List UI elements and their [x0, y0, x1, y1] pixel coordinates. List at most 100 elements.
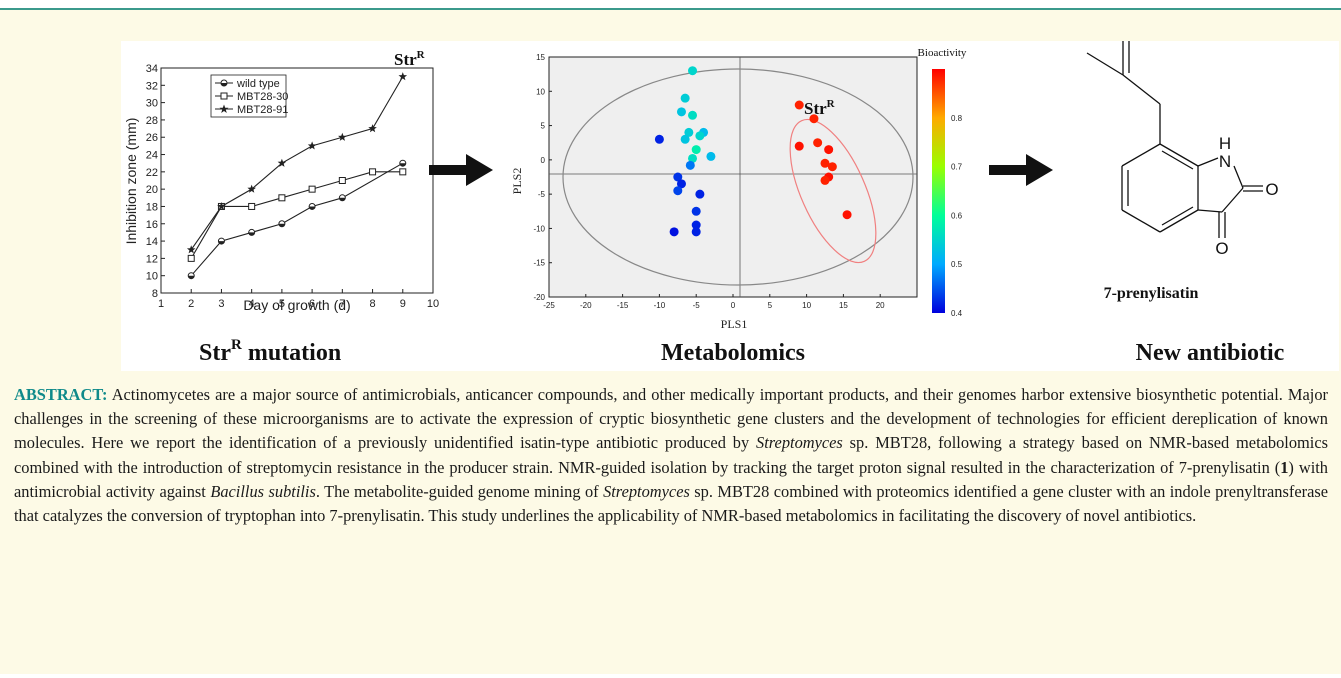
- pls-point: [691, 145, 701, 155]
- pls-point: [706, 151, 716, 161]
- chart-a-xtick-label: 3: [218, 298, 224, 310]
- 7-prenylisatin-structure: [1086, 41, 1263, 238]
- legend-label-mbt28-30: MBT28-30: [237, 91, 288, 103]
- colorbar-tick-label: 0.4: [951, 309, 963, 318]
- pls-point: [673, 172, 683, 182]
- pls-point: [813, 138, 823, 148]
- chart-b-ytick-label: 5: [541, 122, 546, 131]
- str-r-cluster-ellipse: [789, 118, 877, 264]
- abstract-text: ABSTRACT: Actinomycetes are a major sour…: [14, 383, 1328, 528]
- legend-label-wild-type: wild type: [236, 78, 280, 90]
- pls-point: [842, 210, 852, 220]
- abstract-i3: Streptomyces: [603, 481, 690, 501]
- caption-metabolomics: Metabolomics: [661, 340, 805, 366]
- pls-point: [680, 134, 690, 144]
- point-wild-type: [248, 228, 256, 236]
- point-mbt28-91: [368, 124, 377, 133]
- abstract-p5: sp. MBT28 combined with proteomics ident…: [14, 481, 1328, 526]
- pls-point: [688, 66, 698, 76]
- point-wild-type: [187, 272, 195, 280]
- chart-b-xtick-label: 15: [839, 301, 848, 310]
- abstract-p3: ) with antimicrobial activity against: [14, 457, 1329, 501]
- atom-H: H: [1219, 134, 1231, 153]
- chart-a-legend: wild type MBT28-30 MBT28-91: [210, 74, 288, 118]
- pls-point: [691, 227, 701, 237]
- chart-b-ytick-label: -20: [533, 293, 545, 302]
- point-mbt28-30: [248, 202, 256, 210]
- point-wild-type: [217, 237, 225, 245]
- series-line-wild-type: [190, 162, 404, 277]
- chart-a-ytick-label: 8: [152, 288, 158, 300]
- legend-label-mbt28-91: MBT28-91: [237, 104, 288, 116]
- chart-a-ytick-label: 14: [146, 236, 158, 248]
- pls-point: [685, 160, 695, 170]
- hotelling-ellipse: [562, 68, 914, 286]
- point-wild-type: [278, 220, 286, 228]
- point-mbt28-30: [338, 177, 346, 184]
- point-mbt28-91: [217, 201, 226, 211]
- pls-point: [820, 175, 830, 185]
- pls-point: [794, 141, 804, 151]
- chart-b-xlabel: PLS1: [721, 317, 748, 331]
- point-mbt28-91: [247, 184, 256, 193]
- point-mbt28-91: [398, 72, 408, 81]
- chart-a-xtick-label: 1: [158, 298, 164, 310]
- chart-b-xtick-label: -25: [543, 301, 555, 310]
- chart-a-xtick-label: 10: [427, 298, 439, 310]
- abstract-i1: Streptomyces: [756, 433, 843, 453]
- point-wild-type: [308, 202, 316, 210]
- chart-a-xtick-label: 5: [279, 298, 285, 310]
- chart-b-ytick-label: -5: [538, 190, 546, 199]
- pls-point: [691, 206, 701, 216]
- point-mbt28-91: [277, 158, 287, 167]
- toc-graphic: 1 2 3 4 5 6 7 8 9 10 8 10 12 14 16 18 20 22 24 26 28 30 32 34 w…: [121, 41, 1339, 371]
- point-mbt28-91: [307, 141, 317, 150]
- str-r-badge-b: StrR: [804, 98, 836, 118]
- point-wild-type: [338, 194, 346, 202]
- chart-b-ytick-label: 15: [536, 53, 545, 62]
- chart-a-xlabel: Day of growth (d): [243, 297, 350, 313]
- bioactivity-colorbar: [932, 69, 945, 313]
- point-mbt28-30: [308, 185, 316, 193]
- point-mbt28-30: [187, 254, 195, 262]
- chart-a-ytick-label: 18: [146, 201, 158, 213]
- chart-b-xtick-label: -10: [654, 301, 666, 310]
- point-mbt28-91: [186, 245, 196, 254]
- point-mbt28-91: [338, 132, 347, 141]
- chart-b-xtick-label: 5: [768, 301, 773, 310]
- pls-point: [688, 153, 698, 163]
- chart-a-ylabel: Inhibition zone (mm): [123, 118, 139, 245]
- pls-point: [676, 107, 686, 117]
- abstract-i2: Bacillus subtilis: [210, 481, 316, 501]
- chart-a-ytick-label: 24: [146, 150, 158, 162]
- legend-marker-mbt28-91: [219, 104, 229, 113]
- colorbar-tick-label: 0.7: [951, 163, 963, 172]
- pls-point: [654, 134, 664, 144]
- chart-a-ytick-label: 22: [146, 167, 158, 179]
- pls-point: [695, 189, 705, 199]
- arrow-right-icon: [429, 154, 493, 186]
- abstract-frame: 1 2 3 4 5 6 7 8 9 10 8 10 12 14 16 18 20 22 24 26 28 30 32 34 w…: [0, 8, 1341, 674]
- atom-O-carbonyl: O: [1215, 239, 1228, 258]
- abstract-p2: sp. MBT28, following a strategy based on…: [14, 433, 1328, 477]
- abstract-b1: 1: [1280, 457, 1289, 477]
- pls-point: [820, 158, 830, 168]
- pls-point: [680, 93, 690, 103]
- legend-marker-wild-type: [220, 79, 228, 87]
- chart-a-ytick-label: 28: [146, 115, 158, 127]
- arrow-right-icon: [989, 154, 1053, 186]
- caption-new-antibiotic: New antibiotic: [1136, 340, 1285, 366]
- chart-a-xtick-label: 4: [249, 298, 255, 310]
- chart-b-xtick-label: -20: [580, 301, 592, 310]
- chart-a-ytick-label: 20: [146, 184, 158, 196]
- pls-point: [695, 131, 705, 141]
- colorbar-tick-label: 0.5: [951, 260, 963, 269]
- point-mbt28-30: [399, 168, 407, 176]
- caption-str-r-mutation: StrR mutation: [199, 337, 341, 366]
- chart-a-ytick-label: 10: [146, 271, 158, 283]
- series-line-mbt28-91: [190, 76, 404, 251]
- chart-a-ytick-label: 12: [146, 253, 158, 265]
- pls-point: [688, 110, 698, 120]
